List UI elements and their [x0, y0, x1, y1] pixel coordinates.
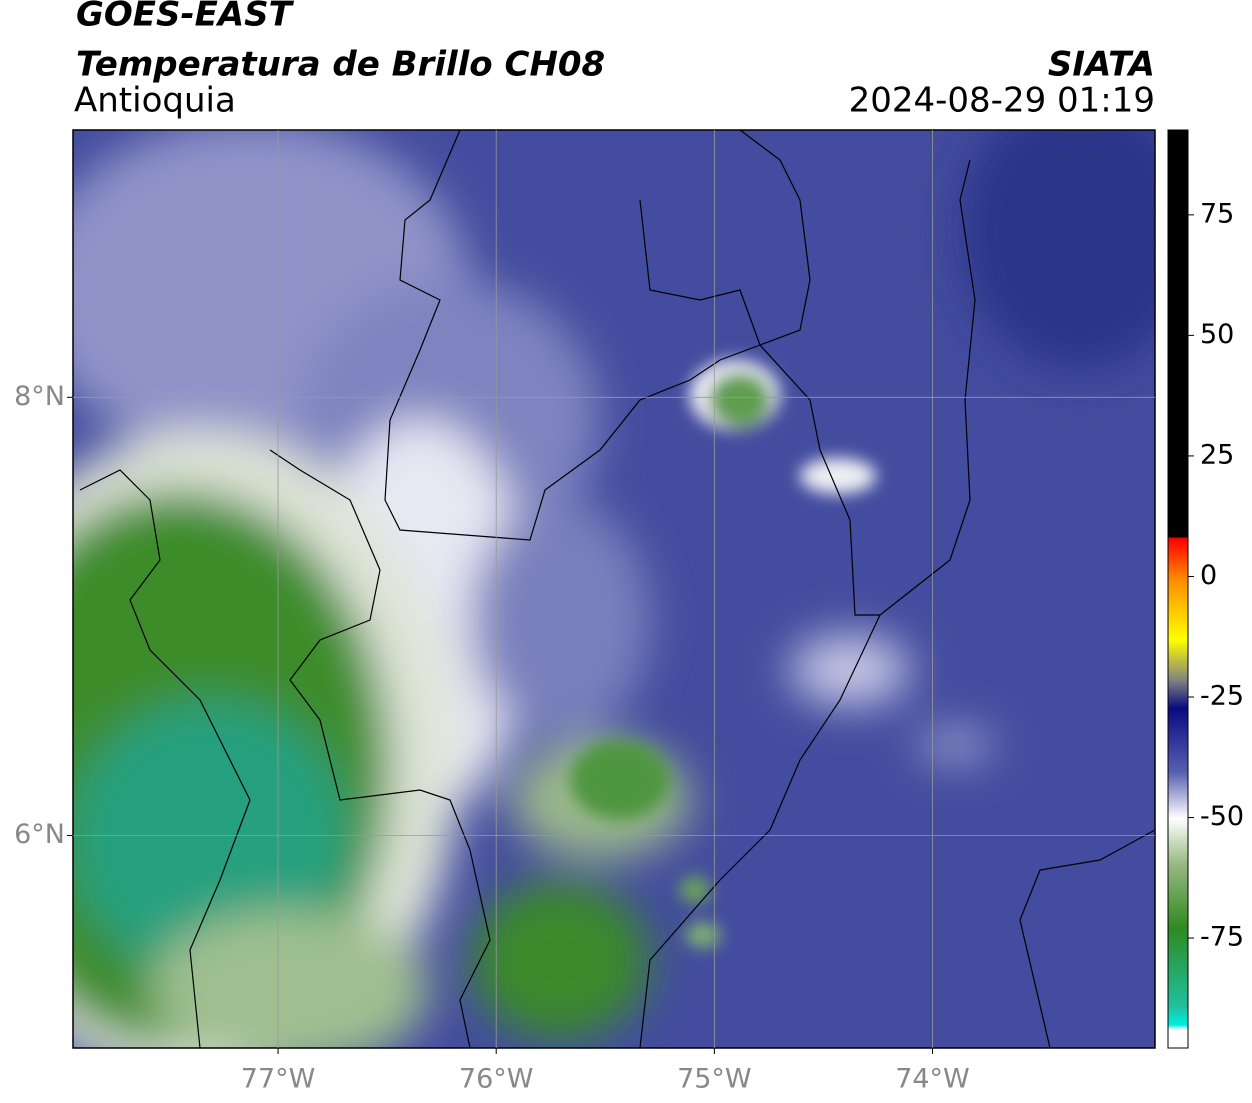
- map-image: [73, 130, 1155, 1048]
- region: Antioquia: [74, 81, 236, 121]
- colorbar-tick-label: -75: [1200, 922, 1244, 953]
- timestamp: 2024-08-29 01:19: [849, 81, 1155, 121]
- y-tick-label: 6°N: [14, 819, 65, 850]
- source: SIATA: [1048, 45, 1155, 85]
- colorbar: [1167, 129, 1189, 1049]
- x-tick-label: 75°W: [677, 1064, 752, 1095]
- x-tick-label: 77°W: [241, 1064, 316, 1095]
- x-tick-label: 74°W: [895, 1064, 970, 1095]
- colorbar-tick-label: -25: [1200, 681, 1244, 712]
- subtitle: Temperatura de Brillo CH08: [76, 45, 605, 85]
- colorbar-tick-label: 75: [1200, 198, 1234, 229]
- x-tick-label: 76°W: [459, 1064, 534, 1095]
- colorbar-tick-label: 25: [1200, 439, 1234, 470]
- map-frame: [72, 129, 1156, 1049]
- colorbar-tick-label: 0: [1200, 560, 1217, 591]
- colorbar-tick-label: 50: [1200, 319, 1234, 350]
- y-tick-label: 8°N: [14, 381, 65, 412]
- colorbar-tick-label: -50: [1200, 801, 1244, 832]
- title: GOES-EAST: [76, 0, 295, 35]
